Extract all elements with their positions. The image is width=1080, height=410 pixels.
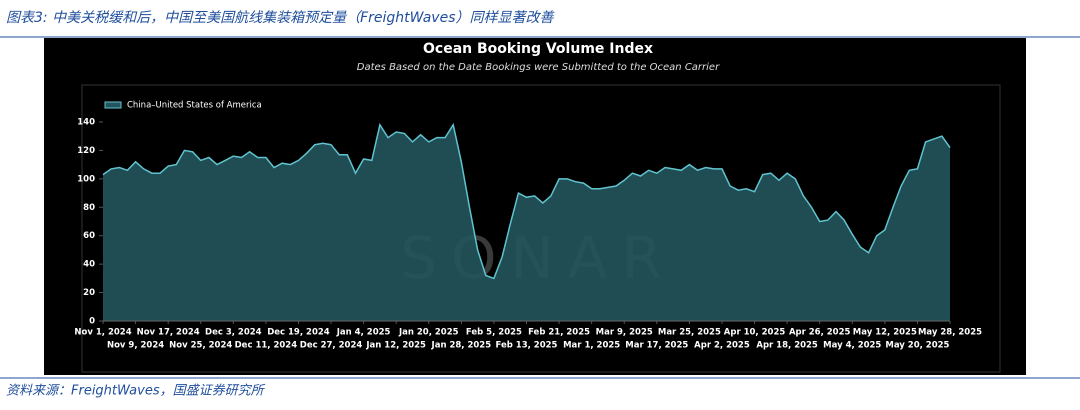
x-tick-label: Feb 21, 2025 (528, 328, 590, 338)
x-tick-label: May 12, 2025 (853, 328, 917, 338)
x-tick-label: Apr 26, 2025 (789, 328, 851, 338)
y-tick-label: 20 (83, 288, 95, 298)
x-tick-label: May 4, 2025 (823, 341, 881, 351)
x-tick-label: Nov 25, 2024 (169, 341, 232, 351)
x-tick-label: Dec 27, 2024 (300, 341, 363, 351)
area-line (102, 122, 951, 280)
x-tick-label: Nov 1, 2024 (74, 328, 131, 338)
y-tick-label: 80 (83, 203, 95, 213)
y-tick-label: 40 (83, 260, 95, 270)
x-tick-label: Nov 9, 2024 (107, 341, 164, 351)
x-tick-label: Apr 18, 2025 (756, 341, 818, 351)
legend-label: China–United States of America (127, 101, 262, 111)
area (103, 124, 950, 321)
x-tick-label: Mar 17, 2025 (625, 341, 688, 351)
x-tick-label: Dec 11, 2024 (235, 341, 298, 351)
source: 资料来源：FreightWaves，国盛证券研究所 (6, 383, 266, 399)
legend-swatch (104, 101, 122, 109)
y-tick-label: 140 (77, 118, 95, 128)
x-tick-label: Feb 5, 2025 (466, 328, 522, 338)
x-tick-label: Jan 20, 2025 (398, 328, 459, 338)
chart-title: Ocean Booking Volume Index (423, 41, 653, 57)
y-tick-label: 120 (77, 146, 95, 156)
x-tick-label: Jan 28, 2025 (431, 341, 492, 351)
x-tick-label: May 28, 2025 (918, 328, 982, 338)
x-tick-label: Feb 13, 2025 (496, 341, 558, 351)
y-tick-label: 60 (83, 231, 95, 241)
x-tick-label: Mar 25, 2025 (658, 328, 721, 338)
x-tick-label: Nov 17, 2024 (137, 328, 200, 338)
x-tick-label: Mar 9, 2025 (596, 328, 653, 338)
x-tick-label: Jan 4, 2025 (336, 328, 391, 338)
x-tick-label: May 20, 2025 (885, 341, 949, 351)
y-tick-label: 100 (77, 174, 95, 184)
plot-panel (81, 84, 1001, 373)
y-tick-label: 0 (89, 317, 95, 327)
x-tick-label: Apr 2, 2025 (694, 341, 750, 351)
x-tick-label: Dec 3, 2024 (205, 328, 262, 338)
caption: 图表3: 中美关税缓和后，中国至美国航线集装箱预定量（FreightWaves）… (6, 10, 555, 26)
x-tick-label: Apr 10, 2025 (724, 328, 786, 338)
x-tick-label: Dec 19, 2024 (267, 328, 330, 338)
chart-subtitle: Dates Based on the Date Bookings were Su… (357, 62, 720, 73)
x-tick-label: Mar 1, 2025 (563, 341, 620, 351)
x-tick-label: Jan 12, 2025 (365, 341, 426, 351)
